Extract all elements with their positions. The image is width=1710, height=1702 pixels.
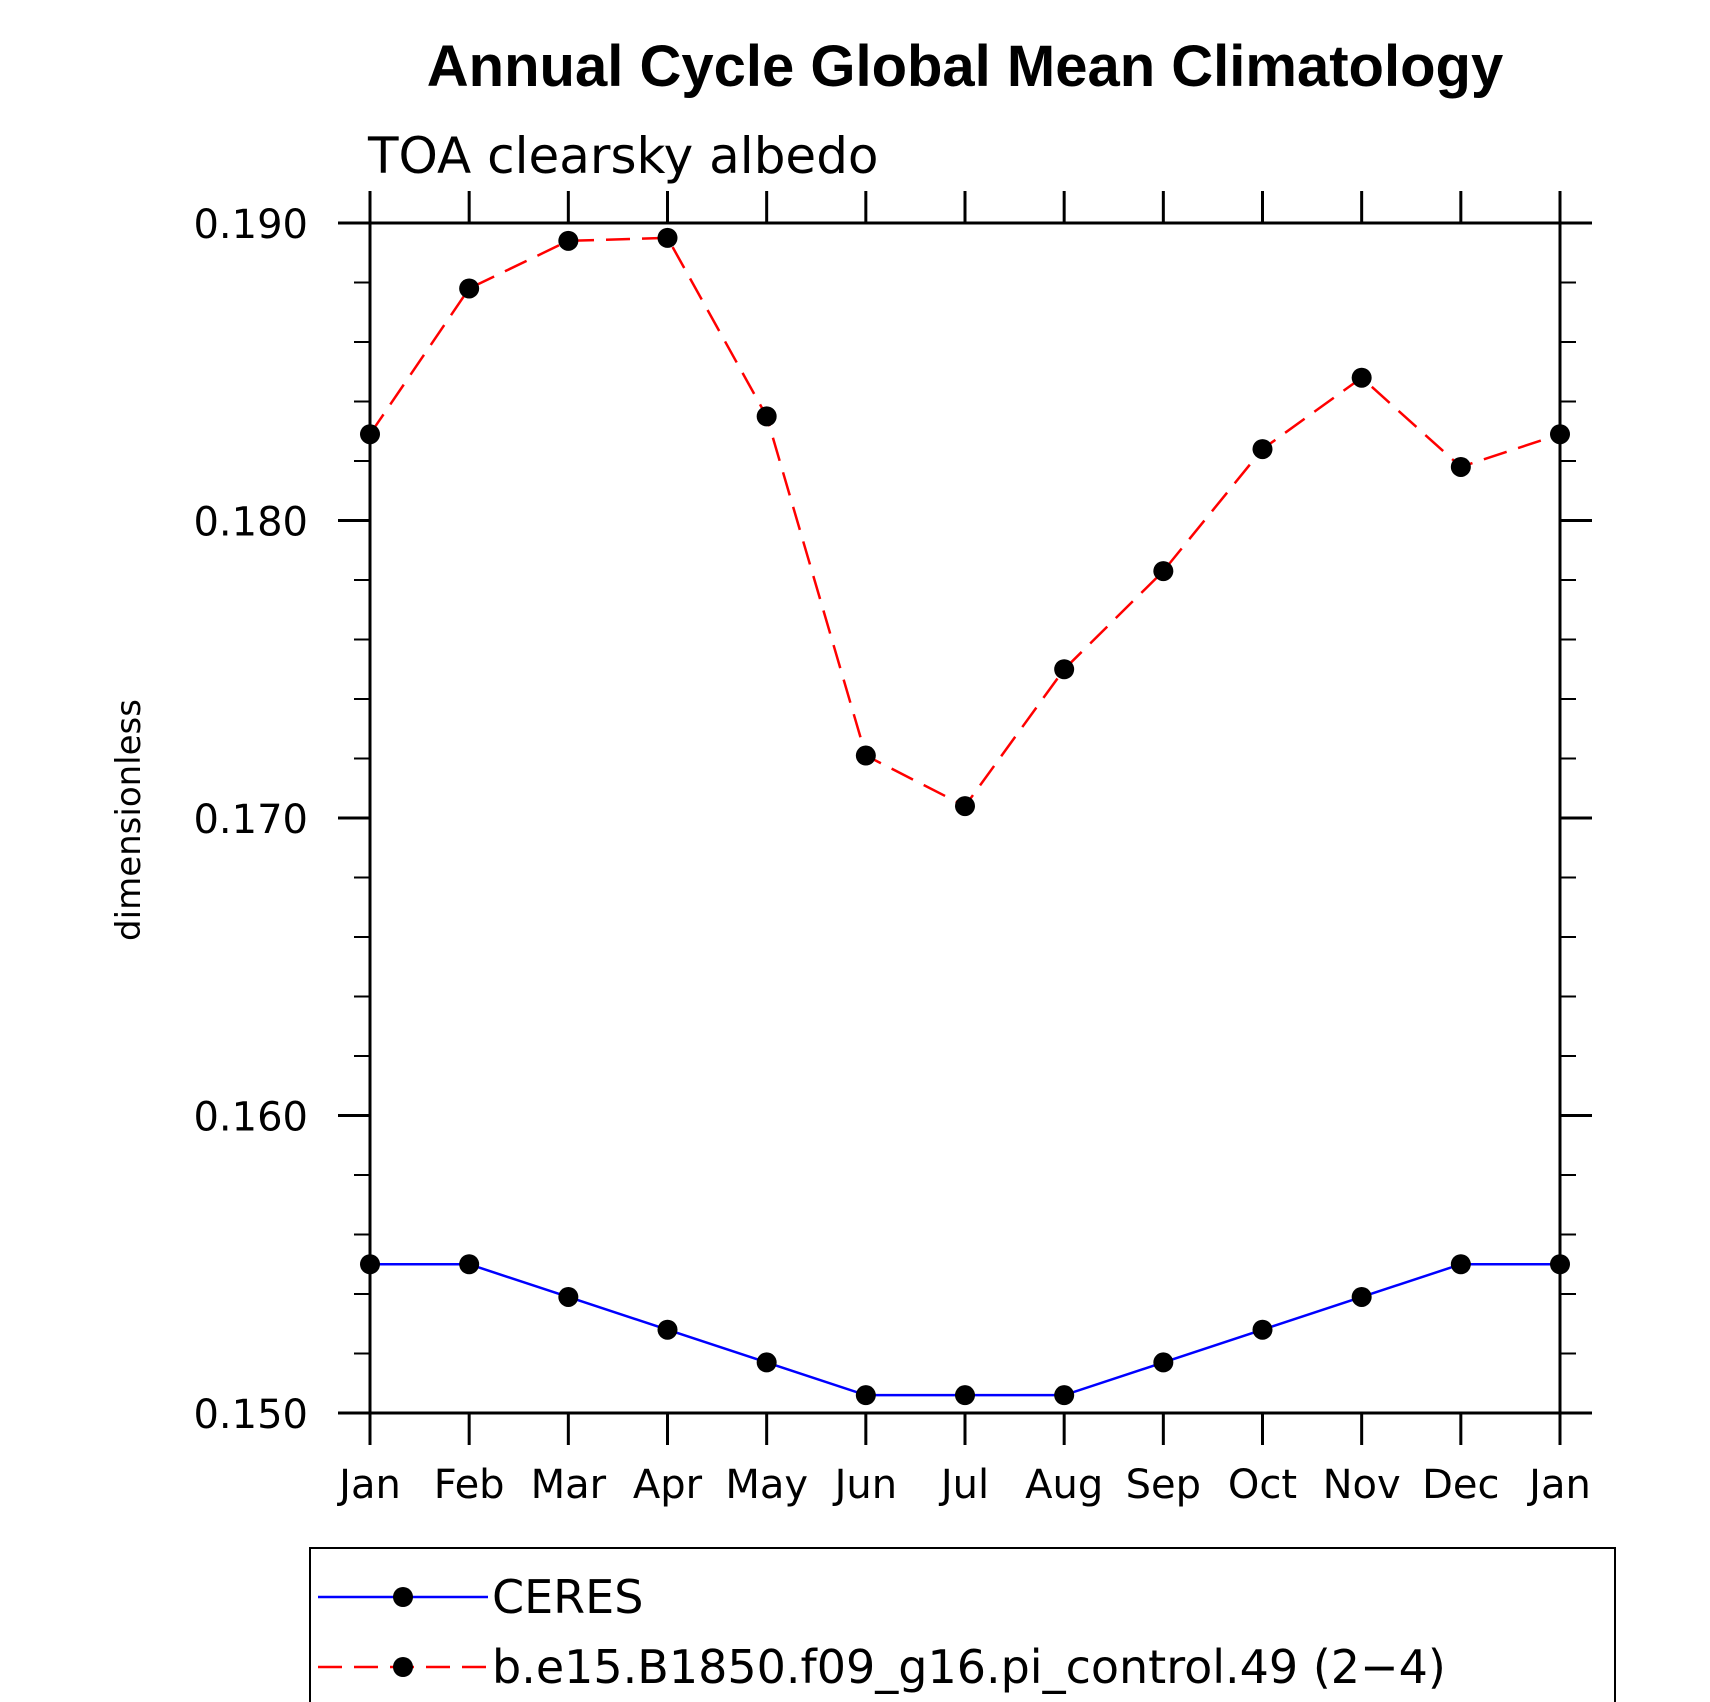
legend-label-1: b.e15.B1850.f09_g16.pi_control.49 (2−4) xyxy=(492,1640,1446,1694)
series-1-point xyxy=(558,230,579,251)
y-axis-label: dimensionless xyxy=(109,699,149,941)
series-line-1 xyxy=(368,236,1561,808)
series-0-point xyxy=(955,1385,975,1406)
series-1-point xyxy=(1450,456,1471,477)
x-tick-label: Jun xyxy=(832,1462,898,1508)
series-line-0 xyxy=(370,1263,1560,1397)
plot-frame xyxy=(368,221,1562,1415)
series-0-point xyxy=(1550,1254,1570,1275)
y-tick-label: 0.180 xyxy=(193,500,308,546)
x-tick-label: Mar xyxy=(531,1462,607,1508)
series-1-point xyxy=(1550,424,1570,445)
series-1-point xyxy=(459,278,480,299)
series-0-point xyxy=(459,1254,480,1275)
series-0-point xyxy=(1351,1286,1372,1307)
x-tick-label: Nov xyxy=(1323,1462,1401,1508)
y-tick-label: 0.160 xyxy=(193,1095,308,1141)
series-1-point xyxy=(1153,561,1174,582)
x-tick-label: Jan xyxy=(336,1462,401,1508)
x-tick-label: Dec xyxy=(1422,1462,1499,1508)
series-1-point xyxy=(657,227,678,248)
legend-frame xyxy=(309,1547,1616,1702)
legend-items: CERES b.e15.B1850.f09_g16.pi_control.49 (… xyxy=(318,1570,1446,1694)
legend-marker-0 xyxy=(393,1587,413,1607)
series-layer xyxy=(360,227,1570,1406)
series-0-point xyxy=(360,1254,380,1275)
series-0-point xyxy=(558,1286,579,1307)
legend-marker-1 xyxy=(393,1657,413,1677)
x-tick-label: Oct xyxy=(1228,1462,1297,1508)
series-1-point xyxy=(1054,659,1075,680)
series-0-point xyxy=(855,1385,876,1406)
x-tick-label: Feb xyxy=(434,1462,505,1508)
series-1-point xyxy=(360,424,380,445)
x-tick-label: Jan xyxy=(1526,1462,1591,1508)
x-tick-label: Sep xyxy=(1126,1462,1201,1508)
series-1-point xyxy=(1351,367,1372,388)
series-1-point xyxy=(955,796,975,817)
series-0-point xyxy=(1252,1319,1273,1340)
legend: CERES b.e15.B1850.f09_g16.pi_control.49 (… xyxy=(309,1547,1616,1702)
chart-title: Annual Cycle Global Mean Climatology xyxy=(427,34,1503,99)
series-0-point xyxy=(1153,1352,1174,1373)
series-0-point xyxy=(1450,1254,1471,1275)
y-tick-label: 0.190 xyxy=(193,202,308,248)
x-tick-label: Apr xyxy=(633,1462,703,1508)
series-1-point xyxy=(1252,439,1273,460)
series-0-point xyxy=(657,1319,678,1340)
x-tick-label: May xyxy=(725,1462,808,1508)
chart-subtitle: TOA clearsky albedo xyxy=(367,127,879,185)
series-1-point xyxy=(855,745,876,766)
legend-label-0: CERES xyxy=(492,1570,643,1624)
series-0-point xyxy=(756,1352,777,1373)
ticks-layer: Jan Feb Mar Apr May Jun Jul Aug Sep Oct Nov Dec Jan 0… xyxy=(193,191,1592,1508)
x-tick-label: Aug xyxy=(1025,1462,1103,1508)
y-tick-label: 0.170 xyxy=(193,797,308,843)
y-tick-label: 0.150 xyxy=(193,1392,308,1438)
x-tick-label: Jul xyxy=(938,1462,989,1508)
series-1-point xyxy=(756,406,777,427)
series-0-point xyxy=(1054,1385,1075,1406)
